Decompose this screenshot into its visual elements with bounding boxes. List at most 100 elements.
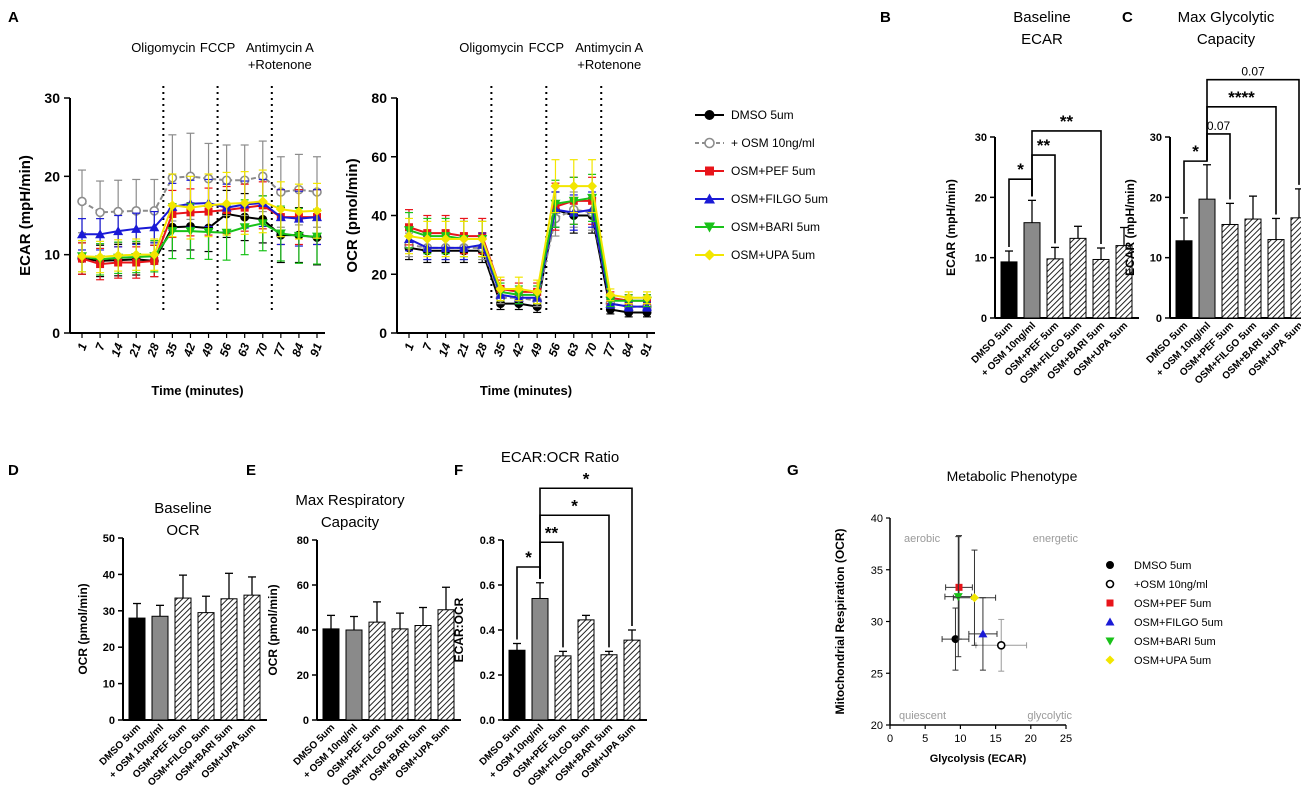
data-point	[185, 202, 196, 213]
legend-item: + OSM 10ng/ml	[695, 136, 815, 150]
y-tick-label: 30	[103, 606, 115, 618]
data-point	[95, 252, 106, 263]
quadrant-label-energetic: energetic	[1033, 533, 1079, 545]
data-point	[149, 222, 160, 232]
data-point	[623, 292, 634, 303]
significance-label: **	[545, 523, 559, 542]
bar	[322, 628, 340, 721]
x-tick-label: 42	[180, 341, 198, 360]
significance-label: ****	[1228, 88, 1255, 107]
legend-marker	[1106, 599, 1114, 607]
legend-label: DMSO 5um	[1134, 560, 1191, 572]
legend-label: OSM+FILGO 5um	[1134, 617, 1223, 629]
y-tick-label: 40	[103, 569, 115, 581]
legend-item: OSM+FILGO 5um	[1105, 617, 1223, 629]
y-tick-label: 10	[975, 253, 987, 265]
injection-label-oligomycin: Oligomycin	[459, 40, 523, 55]
phenotype-point	[969, 593, 979, 603]
y-tick-label: 40	[297, 625, 309, 637]
y-tick-label: 0.8	[480, 535, 495, 547]
chart-title: Baseline	[1013, 9, 1071, 26]
bar	[623, 639, 641, 721]
data-point	[532, 286, 543, 297]
bar	[1290, 217, 1301, 319]
x-tick-label: 35	[162, 341, 180, 359]
y-tick-label: 50	[103, 533, 115, 545]
series-5	[404, 159, 652, 305]
y-axis-title: ECAR (mpH/min)	[944, 179, 958, 276]
bar	[508, 649, 526, 721]
legend-item: OSM+PEF 5um	[1106, 598, 1211, 610]
y-tick-label: 20	[297, 670, 309, 682]
data-point	[422, 234, 433, 244]
significance-label: *	[583, 469, 590, 488]
y-tick-label: 0.2	[480, 670, 495, 682]
x-tick-label: 25	[1060, 733, 1072, 745]
x-tick-label: 77	[271, 340, 289, 359]
data-point	[458, 234, 469, 244]
y-tick-label: 10	[44, 247, 60, 263]
y-axis-title: OCR (pmol/min)	[76, 583, 90, 674]
ocr-timecourse-chart: 0 20 40 60 80 1 7 14 21 28 35 42 49 56 63 70 77 84 91 Time …	[344, 40, 655, 398]
x-tick-label: 84	[289, 341, 307, 359]
x-tick-label: 28	[144, 341, 162, 360]
y-tick-label: 0.6	[480, 580, 495, 592]
x-tick-label: 77	[600, 340, 618, 359]
data-point	[513, 283, 524, 294]
injection-label-oligomycin: Oligomycin	[131, 40, 195, 55]
bar	[220, 598, 238, 721]
x-tick-label: 15	[989, 733, 1001, 745]
x-tick-label: 56	[217, 341, 235, 359]
series-5	[77, 169, 322, 274]
chart-title: Max Glycolytic	[1178, 9, 1275, 26]
significance-label: *	[571, 496, 578, 515]
panel-label-c: C	[1122, 9, 1133, 26]
metabolic-phenotype-chart: 0 5 10 15 20 25 20 25 30 35 40 Glycolysis (ECAR) Mit…	[833, 468, 1078, 765]
y-tick-label: 30	[975, 132, 987, 144]
data-point	[203, 200, 214, 211]
data-point	[605, 289, 616, 300]
chart-title: OCR	[166, 522, 200, 539]
y-tick-label: 0	[303, 715, 309, 727]
x-tick-label: 10	[954, 733, 966, 745]
bar	[1046, 258, 1064, 319]
legend-main: DMSO 5um + OSM 10ng/ml OSM+PEF 5um OSM+FILG…	[695, 108, 828, 262]
data-point	[275, 204, 286, 215]
legend-marker	[1105, 579, 1115, 589]
x-tick-label: 14	[436, 341, 454, 359]
bar	[391, 628, 409, 721]
significance-label: *	[1017, 160, 1024, 179]
panel-label-f: F	[454, 462, 463, 479]
legend-label: OSM+UPA 5um	[1134, 655, 1211, 667]
y-tick-label: 0	[1156, 313, 1162, 325]
legend-label: + OSM 10ng/ml	[731, 136, 815, 150]
y-tick-label: 0.4	[480, 625, 496, 637]
legend-label: OSM+BARI 5um	[731, 220, 820, 234]
bar	[1069, 237, 1087, 319]
legend-marker	[704, 249, 715, 261]
significance-bracket	[539, 487, 633, 626]
bar	[174, 597, 192, 721]
y-tick-label: 30	[871, 617, 883, 629]
x-tick-label: 49	[198, 341, 216, 360]
significance-bracket	[1031, 130, 1102, 245]
panel-label-b: B	[880, 9, 891, 26]
phenotype-point-group	[952, 549, 997, 646]
phenotype-point	[953, 593, 963, 602]
data-point	[77, 251, 87, 262]
panel-label-e: E	[246, 462, 256, 479]
y-axis-title: Mitochondrial Respiration (OCR)	[833, 528, 847, 714]
quadrant-label-glycolytic: glycolytic	[1027, 710, 1072, 722]
data-point	[568, 181, 579, 192]
x-tick-label: 21	[454, 341, 472, 360]
bar	[1267, 239, 1285, 319]
data-point	[113, 250, 124, 261]
x-tick-label: 20	[1025, 733, 1037, 745]
injection-label-antimycin: Antimycin A	[246, 40, 314, 55]
phenotype-point-group	[941, 607, 970, 671]
injection-label-fccp: FCCP	[200, 40, 235, 55]
data-point	[587, 181, 598, 192]
data-point	[77, 196, 87, 207]
chart-title: Baseline	[154, 500, 212, 517]
